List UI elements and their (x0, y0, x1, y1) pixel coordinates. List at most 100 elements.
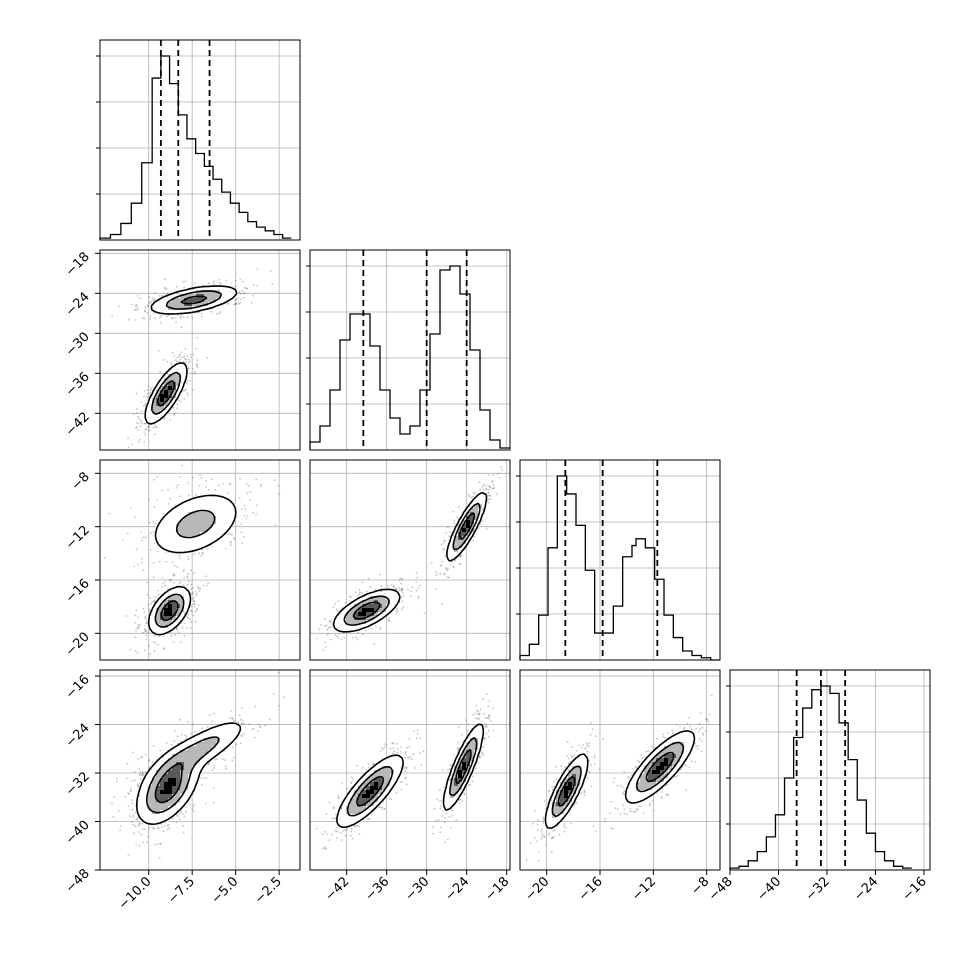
density-cell (454, 536, 459, 541)
density-cell (172, 616, 177, 621)
panel-content (100, 670, 300, 870)
joint-panel-0-3 (99, 669, 301, 871)
scatter-point (239, 278, 242, 281)
scatter-point (200, 777, 202, 780)
density-cell (200, 500, 205, 505)
density-cell (188, 758, 193, 763)
density-cell (224, 520, 229, 525)
scatter-point (150, 300, 153, 303)
scatter-point (387, 619, 390, 622)
scatter-point (390, 584, 393, 586)
scatter-point (350, 596, 352, 599)
scatter-point (129, 507, 132, 510)
scatter-point (135, 426, 138, 429)
scatter-point (186, 616, 189, 618)
panel-background (100, 250, 300, 450)
density-cell (152, 306, 157, 311)
scatter-point (212, 712, 215, 715)
density-cell (466, 524, 471, 529)
scatter-point (187, 556, 190, 558)
scatter-point (182, 280, 184, 283)
scatter-point (460, 554, 462, 557)
scatter-point (180, 740, 182, 743)
density-cell (482, 504, 487, 509)
scatter-point (136, 295, 139, 297)
density-cell (200, 536, 205, 541)
density-cell (192, 528, 197, 533)
density-cell (204, 290, 209, 295)
density-cell (140, 794, 145, 799)
scatter-point (358, 589, 361, 592)
density-cell (172, 766, 177, 771)
density-cell (168, 750, 173, 755)
density-cell (176, 378, 181, 383)
density-cell (366, 616, 371, 621)
scatter-point (487, 501, 490, 504)
scatter-point (182, 570, 185, 573)
density-cell (200, 524, 205, 529)
scatter-point (399, 781, 402, 783)
density-cell (338, 616, 343, 621)
scatter-point (135, 303, 138, 306)
scatter-point (145, 629, 147, 631)
density-cell (204, 294, 209, 299)
density-cell (180, 544, 185, 549)
density-cell (350, 612, 355, 617)
density-cell (152, 766, 157, 771)
density-cell (148, 406, 153, 411)
density-cell (224, 524, 229, 529)
scatter-point (416, 729, 419, 732)
density-cell (184, 544, 189, 549)
density-cell (156, 802, 161, 807)
density-cell (184, 540, 189, 545)
scatter-point (140, 774, 143, 776)
scatter-point (328, 801, 331, 804)
scatter-point (192, 600, 195, 602)
scatter-point (183, 576, 186, 579)
density-cell (228, 294, 233, 299)
scatter-point (245, 287, 248, 289)
scatter-point (406, 766, 408, 769)
scatter-point (332, 807, 335, 810)
scatter-point (417, 597, 419, 599)
histogram-panel-0 (96, 39, 301, 241)
density-cell (200, 762, 205, 767)
scatter-point (137, 786, 140, 788)
scatter-point (213, 280, 215, 282)
scatter-point (178, 399, 180, 402)
density-cell (204, 524, 209, 529)
scatter-point (365, 629, 367, 632)
scatter-point (404, 766, 406, 769)
scatter-point (231, 717, 234, 720)
scatter-point (358, 825, 360, 828)
scatter-point (141, 828, 144, 831)
scatter-point (492, 483, 495, 486)
scatter-point (404, 770, 407, 773)
scatter-point (395, 607, 398, 610)
density-cell (168, 596, 173, 601)
density-cell (378, 592, 383, 597)
scatter-point (196, 363, 198, 366)
scatter-point (145, 428, 148, 431)
density-cell (144, 786, 149, 791)
density-cell (172, 378, 177, 383)
density-cell (152, 818, 157, 823)
scatter-point (156, 843, 159, 845)
scatter-point (171, 317, 174, 320)
density-cell (164, 762, 169, 767)
density-cell (212, 726, 217, 731)
scatter-point (192, 586, 195, 589)
scatter-point (277, 671, 280, 674)
density-cell (176, 802, 181, 807)
scatter-point (145, 638, 148, 641)
scatter-point (211, 720, 214, 723)
scatter-point (146, 389, 149, 391)
scatter-point (235, 303, 238, 305)
density-cell (176, 366, 181, 371)
scatter-point (162, 582, 164, 585)
scatter-point (356, 638, 359, 641)
scatter-point (379, 573, 381, 576)
density-cell (232, 508, 237, 513)
scatter-point (152, 561, 155, 564)
scatter-point (190, 583, 193, 586)
